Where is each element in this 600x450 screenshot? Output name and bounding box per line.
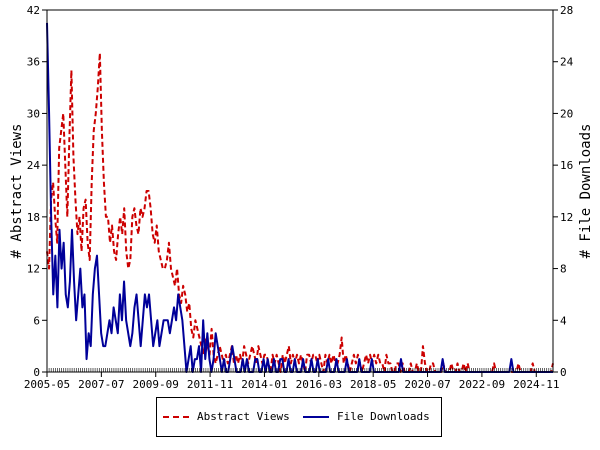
x-axis-tick-label: 2011-11: [187, 378, 233, 391]
series-line-file-downloads: [46, 22, 553, 373]
left-axis-tick-label: 42: [27, 4, 40, 17]
right-axis: 0 4 8 12 16 20 24 28: [553, 4, 574, 379]
legend-label-file-downloads: File Downloads: [337, 410, 430, 423]
legend: Abstract Views File Downloads: [156, 397, 442, 437]
legend-swatch-file-downloads: [303, 416, 329, 418]
right-axis-title: # File Downloads: [578, 124, 594, 259]
legend-swatch-abstract-views: [163, 416, 189, 418]
left-axis-tick-label: 18: [27, 211, 40, 224]
right-axis-tick-label: 12: [560, 211, 573, 224]
x-axis-tick-label: 2009-09: [133, 378, 179, 391]
plot-area-frame: [46, 9, 554, 373]
right-axis-tick-label: 20: [560, 107, 573, 120]
x-axis-tick-label: 2014-01: [241, 378, 287, 391]
x-axis-tick-label: 2022-09: [459, 378, 505, 391]
left-axis-tick-label: 30: [27, 107, 40, 120]
right-axis-tick-label: 28: [560, 4, 573, 17]
x-axis-tick-label: 2018-05: [350, 378, 396, 391]
left-axis-tick-label: 0: [33, 366, 40, 379]
series-layer: [46, 22, 554, 373]
right-axis-tick-label: 0: [560, 366, 567, 379]
x-axis: 2005-05 2007-07 2009-09 2011-11 2014-01 2016-…: [24, 372, 559, 391]
left-axis: 0 6 12 18 24 30 36 42: [27, 4, 47, 379]
series-line-abstract-views: [46, 52, 554, 373]
x-axis-tick-label: 2016-03: [296, 378, 342, 391]
right-axis-tick-label: 8: [560, 263, 567, 276]
left-axis-tick-label: 6: [33, 314, 40, 327]
x-axis-tick-label: 2007-07: [78, 378, 124, 391]
left-axis-tick-label: 12: [27, 263, 40, 276]
x-axis-tick-label: 2005-05: [24, 378, 70, 391]
left-axis-tick-label: 24: [27, 159, 41, 172]
left-axis-title: # Abstract Views: [9, 124, 25, 259]
right-axis-tick-label: 16: [560, 159, 573, 172]
x-axis-tick-label: 2024-11: [513, 378, 559, 391]
x-axis-tick-label: 2020-07: [404, 378, 450, 391]
legend-label-abstract-views: Abstract Views: [197, 410, 290, 423]
right-axis-tick-label: 24: [560, 56, 574, 69]
right-axis-tick-label: 4: [560, 314, 567, 327]
left-axis-tick-label: 36: [27, 56, 40, 69]
